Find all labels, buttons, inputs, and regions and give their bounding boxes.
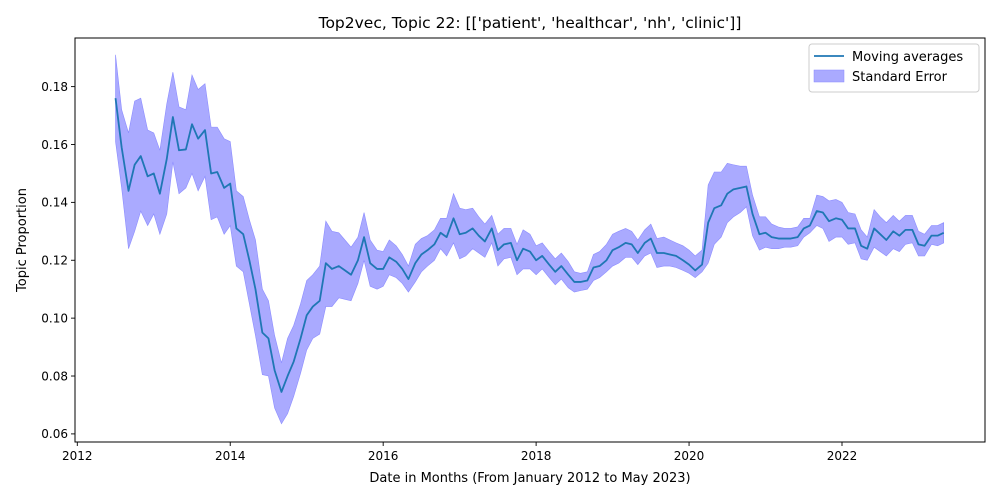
y-tick-label: 0.18	[41, 80, 68, 94]
x-tick-label: 2016	[368, 449, 399, 463]
y-axis-ticks: 0.06 0.08 0.10 0.12 0.14 0.16 0.18	[41, 80, 75, 441]
legend-label-moving-averages: Moving averages	[852, 50, 963, 65]
y-tick-label: 0.10	[41, 311, 68, 325]
legend: Moving averages Standard Error	[808, 43, 980, 93]
y-tick-label: 0.06	[41, 427, 68, 441]
legend-label-standard-error: Standard Error	[852, 70, 948, 85]
y-tick-label: 0.14	[41, 196, 68, 210]
x-tick-label: 2020	[674, 449, 705, 463]
standard-error-band-layer	[115, 54, 945, 425]
y-axis-label: Topic Proportion	[15, 188, 30, 293]
y-tick-label: 0.16	[41, 138, 68, 152]
legend-box	[808, 43, 980, 93]
x-tick-label: 2018	[521, 449, 552, 463]
plot-frame	[74, 37, 986, 443]
moving-average-line	[114, 98, 945, 393]
legend-band-swatch	[813, 69, 845, 83]
x-tick-label: 2022	[827, 449, 858, 463]
y-tick-label: 0.12	[41, 254, 68, 268]
y-tick-label: 0.08	[41, 369, 68, 383]
moving-average-line-layer	[114, 98, 945, 393]
chart-title: Top2vec, Topic 22: [['patient', 'healthc…	[318, 14, 742, 32]
x-tick-label: 2012	[62, 449, 93, 463]
standard-error-band	[115, 54, 945, 425]
x-axis-label: Date in Months (From January 2012 to May…	[369, 471, 690, 486]
x-tick-label: 2014	[215, 449, 246, 463]
x-axis-ticks: 2012 2014 2016 2018 2020 2022	[62, 442, 857, 463]
